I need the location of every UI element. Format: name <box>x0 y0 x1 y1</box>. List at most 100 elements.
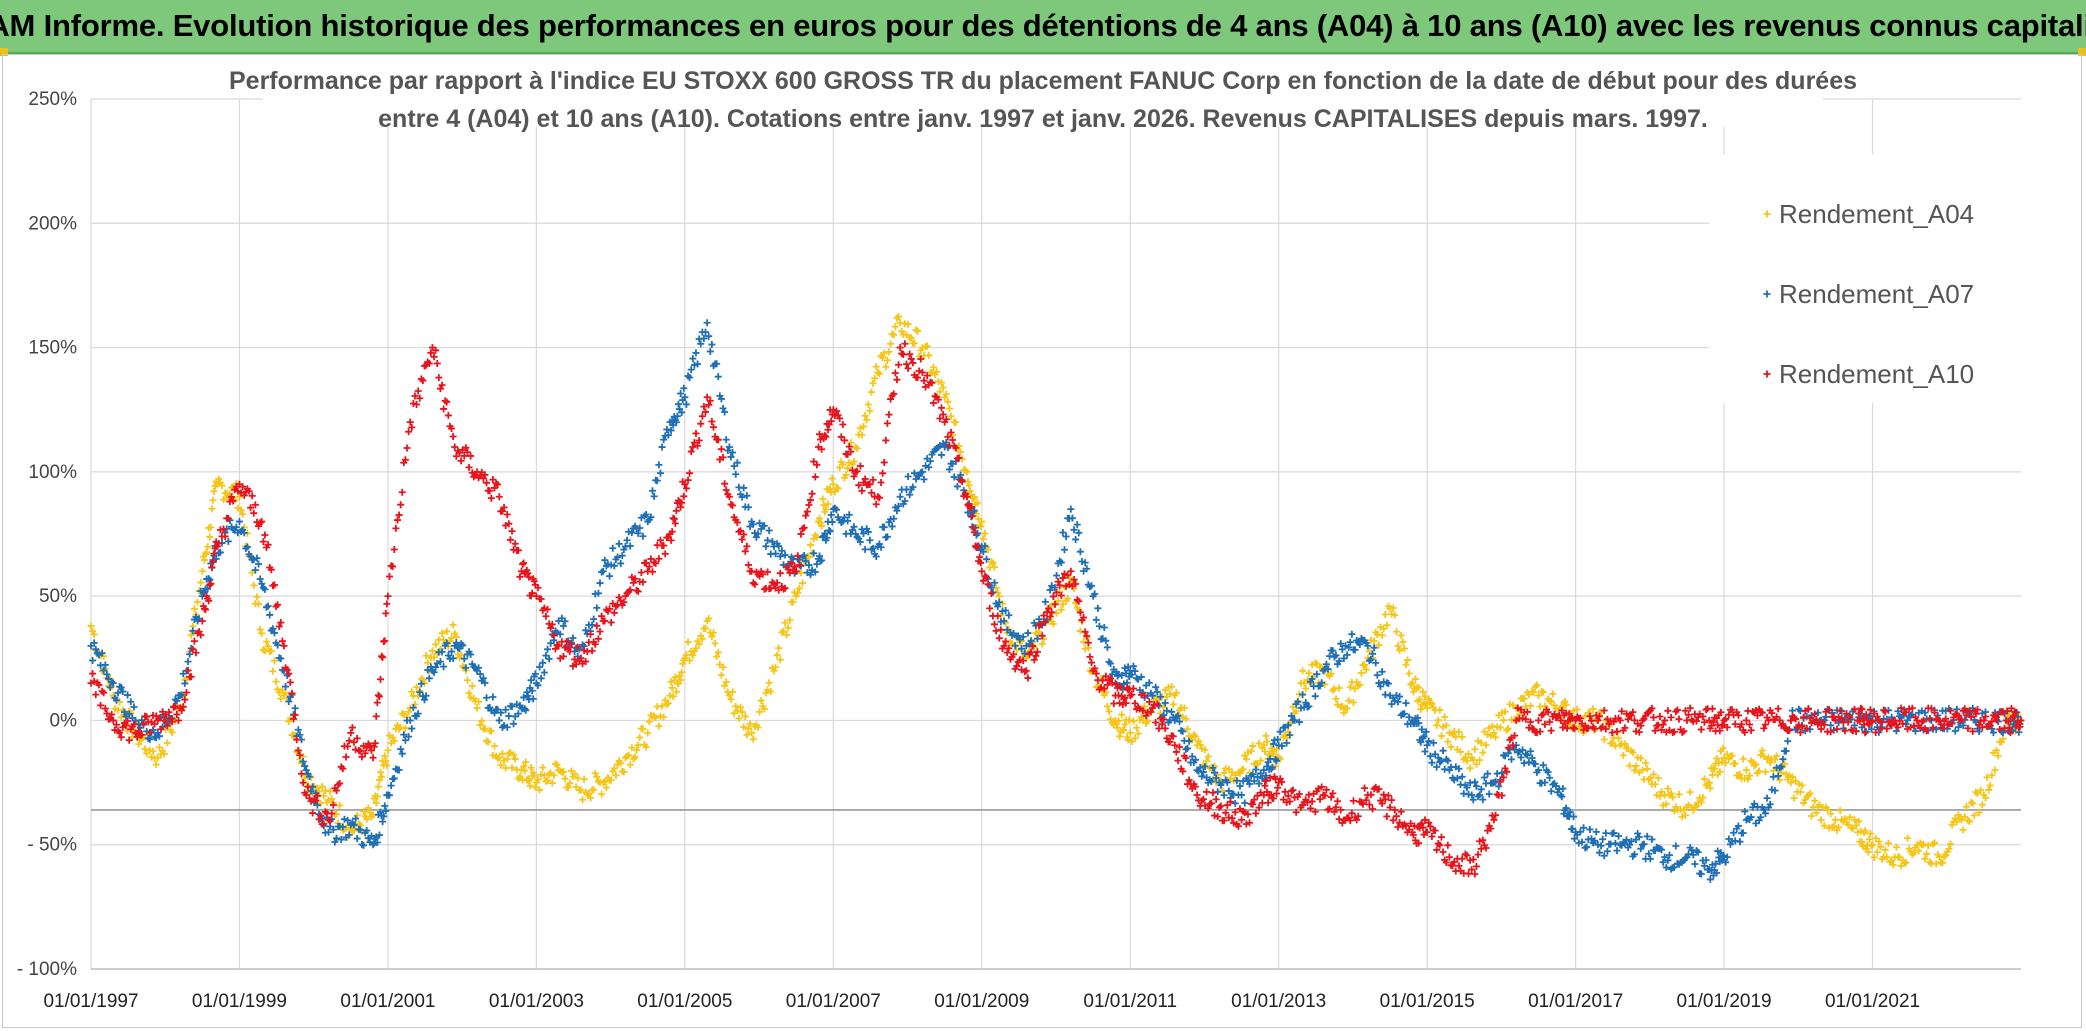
data-point <box>858 487 866 495</box>
data-point <box>1495 782 1503 790</box>
data-point <box>1114 724 1122 732</box>
data-point <box>1253 760 1261 768</box>
data-point <box>602 784 610 792</box>
data-point <box>248 492 256 500</box>
data-point <box>807 541 815 549</box>
data-point <box>1544 708 1552 716</box>
data-point <box>867 489 875 497</box>
data-point <box>497 709 505 717</box>
data-point <box>953 482 961 490</box>
data-point <box>1774 772 1782 780</box>
data-point <box>299 779 307 787</box>
data-point <box>783 631 791 639</box>
data-point <box>866 407 874 415</box>
data-point <box>1102 689 1110 697</box>
data-point <box>448 648 456 656</box>
data-point <box>1381 795 1389 803</box>
y-tick-label: - 100% <box>17 959 77 980</box>
data-point <box>1439 747 1447 755</box>
data-point <box>457 457 465 465</box>
data-point <box>995 592 1003 600</box>
data-point <box>1444 841 1452 849</box>
data-point <box>1811 710 1819 718</box>
data-point <box>2016 723 2024 731</box>
data-point <box>375 831 383 839</box>
data-point <box>1866 706 1874 714</box>
data-point <box>598 790 606 798</box>
y-tick-label: 250% <box>28 89 77 110</box>
data-point <box>617 559 625 567</box>
data-point <box>1193 791 1201 799</box>
data-point <box>1070 526 1078 534</box>
data-point <box>633 746 641 754</box>
y-tick-label: 200% <box>28 213 77 234</box>
data-point <box>1107 675 1115 683</box>
data-point <box>740 484 748 492</box>
data-point <box>887 340 895 348</box>
data-point <box>1145 679 1153 687</box>
data-point <box>382 807 390 815</box>
data-point <box>636 524 644 532</box>
data-point <box>497 761 505 769</box>
data-point <box>422 652 430 660</box>
data-point <box>367 832 375 840</box>
data-point <box>765 679 773 687</box>
data-point <box>1388 796 1396 804</box>
data-point <box>1274 784 1282 792</box>
data-point <box>708 341 716 349</box>
data-point <box>1862 728 1870 736</box>
data-point <box>1465 870 1473 878</box>
data-point <box>1558 793 1566 801</box>
data-point <box>383 600 391 608</box>
data-point <box>863 416 871 424</box>
data-point <box>871 374 879 382</box>
data-point <box>1777 763 1785 771</box>
data-point <box>1846 713 1854 721</box>
data-point <box>1444 738 1452 746</box>
data-point <box>1266 774 1274 782</box>
data-point <box>1722 715 1730 723</box>
data-point <box>1321 792 1329 800</box>
x-tick-label: 01/01/1999 <box>192 991 287 1012</box>
data-point <box>700 403 708 411</box>
data-point <box>1469 856 1477 864</box>
data-point <box>1137 673 1145 681</box>
data-point <box>1183 725 1191 733</box>
data-point <box>1558 706 1566 714</box>
data-point <box>269 625 277 633</box>
data-point <box>1993 746 2001 754</box>
data-point <box>692 349 700 357</box>
data-point <box>1858 838 1866 846</box>
data-point <box>945 405 953 413</box>
data-point <box>498 750 506 758</box>
data-point <box>698 635 706 643</box>
legend-label: Rendement_A04 <box>1779 199 1974 229</box>
data-point <box>1869 716 1877 724</box>
data-point <box>511 755 519 763</box>
x-tick-label: 01/01/2017 <box>1528 991 1623 1012</box>
data-point <box>674 680 682 688</box>
data-point <box>579 796 587 804</box>
data-point <box>1131 734 1139 742</box>
data-point <box>1712 860 1720 868</box>
data-point <box>1881 846 1889 854</box>
data-point <box>775 586 783 594</box>
data-point <box>267 647 275 655</box>
data-point <box>1038 640 1046 648</box>
data-point <box>379 818 387 826</box>
data-point <box>1817 725 1825 733</box>
data-point <box>489 476 497 484</box>
data-point <box>1332 651 1340 659</box>
data-point <box>984 580 992 588</box>
data-point <box>457 651 465 659</box>
data-point <box>1630 850 1638 858</box>
data-point <box>345 831 353 839</box>
data-point <box>781 551 789 559</box>
data-point <box>1407 819 1415 827</box>
data-point <box>1926 715 1934 723</box>
data-point <box>138 731 146 739</box>
data-point <box>1057 559 1065 567</box>
data-point <box>251 566 259 574</box>
data-point <box>1284 792 1292 800</box>
data-point <box>591 640 599 648</box>
